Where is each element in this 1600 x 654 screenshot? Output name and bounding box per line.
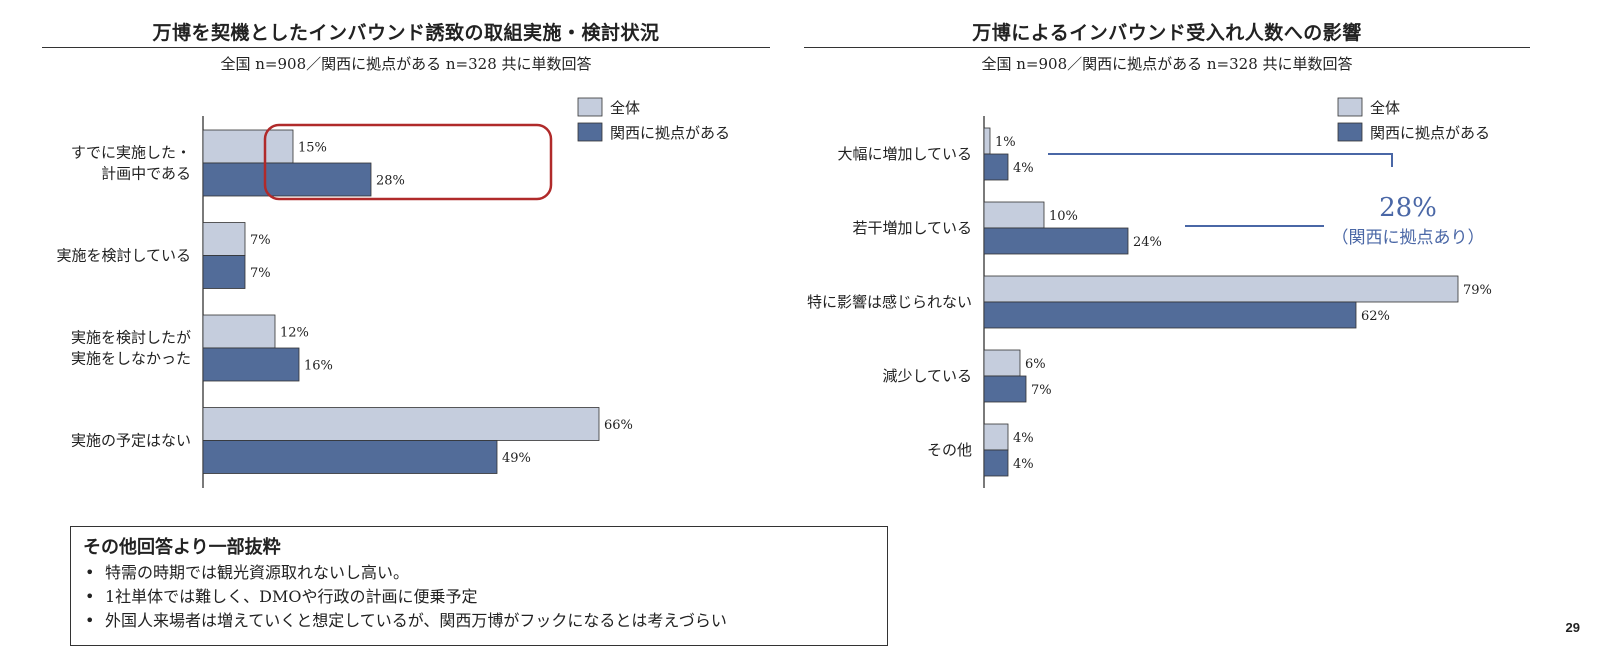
other-answer-item: 外国人来場者は増えていくと想定しているが、関西万博がフックになるとは考えづらい <box>83 609 875 633</box>
legend-label: 関西に拠点がある <box>610 124 730 142</box>
data-label: 4% <box>1013 431 1034 446</box>
bar-kansai <box>983 301 1357 329</box>
legend-swatch-kansai <box>1337 122 1363 142</box>
bar-kansai <box>983 227 1129 255</box>
legend-label: 関西に拠点がある <box>1370 124 1490 142</box>
chart-left-title-rule <box>42 47 770 48</box>
category-label: 実施の予定はない <box>71 432 191 450</box>
chart-right-subtitle: 全国 n=908／関西に拠点がある n=328 共に単数回答 <box>981 55 1353 73</box>
data-label: 66% <box>604 418 633 433</box>
bar-overall <box>202 407 600 441</box>
data-label: 10% <box>1049 209 1078 224</box>
chart-right-title-rule <box>804 47 1530 48</box>
legend-swatch-kansai <box>577 122 603 142</box>
chart-left-plot: すでに実施した・計画中である 15% 28% 実施を検討している 7% 7% 実施を検討した… <box>56 97 730 488</box>
bar-overall <box>202 314 276 349</box>
bar-overall <box>983 349 1021 377</box>
legend-label: 全体 <box>1370 99 1400 117</box>
bar-kansai <box>983 449 1009 477</box>
bar-kansai <box>202 440 498 474</box>
category-label: 実施を検討したが <box>71 329 191 347</box>
bar-kansai <box>983 375 1027 403</box>
data-label: 4% <box>1013 161 1034 176</box>
bar-overall <box>983 423 1009 451</box>
category-label: 大幅に増加している <box>837 145 972 163</box>
page-number: 29 <box>1565 620 1580 635</box>
category-label: 若干増加している <box>852 219 972 237</box>
bar-overall <box>983 275 1459 303</box>
bar-overall <box>202 129 294 164</box>
callout-label: （関西に拠点あり） <box>1332 228 1485 248</box>
legend-swatch-overall <box>1337 97 1363 117</box>
data-label: 28% <box>376 174 405 189</box>
chart-right-plot: 大幅に増加している 1% 4% 若干増加している 10% 24% 特に影響は感じられない 79… <box>807 97 1492 488</box>
data-label: 7% <box>1031 383 1052 398</box>
data-label: 7% <box>250 233 271 248</box>
chart-left-title: 万博を契機としたインバウンド誘致の取組実施・検討状況 <box>152 22 660 44</box>
category-label: 実施をしなかった <box>71 350 191 368</box>
category-label: その他 <box>927 441 972 459</box>
category-label: 計画中である <box>101 165 191 183</box>
data-label: 7% <box>250 266 271 281</box>
other-answers-box: その他回答より一部抜粋 特需の時期では観光資源取れないし高い。 1社単体では難し… <box>70 526 888 646</box>
data-label: 62% <box>1361 309 1390 324</box>
data-label: 24% <box>1133 235 1162 250</box>
category-label: 実施を検討している <box>56 247 191 265</box>
bar-kansai <box>202 162 372 197</box>
other-answers-list: 特需の時期では観光資源取れないし高い。 1社単体では難しく、DMOや行政の計画に… <box>83 561 875 633</box>
category-label: 特に影響は感じられない <box>807 293 972 311</box>
data-label: 16% <box>304 359 333 374</box>
data-label: 6% <box>1025 357 1046 372</box>
other-answers-title: その他回答より一部抜粋 <box>83 537 281 558</box>
data-label: 15% <box>298 141 327 156</box>
data-label: 1% <box>995 135 1016 150</box>
chart-right-title: 万博によるインバウンド受入れ人数への影響 <box>972 22 1362 44</box>
bar-kansai <box>202 347 300 382</box>
bar-kansai <box>202 255 246 289</box>
other-answer-item: 1社単体では難しく、DMOや行政の計画に便乗予定 <box>83 585 875 609</box>
highlight-box <box>263 123 553 201</box>
bar-overall <box>202 222 246 256</box>
legend-swatch-overall <box>577 97 603 117</box>
legend-label: 全体 <box>610 99 640 117</box>
category-label: 減少している <box>882 367 972 385</box>
data-label: 49% <box>502 451 531 466</box>
data-label: 4% <box>1013 457 1034 472</box>
bar-overall <box>983 201 1045 229</box>
chart-right-panel: 万博によるインバウンド受入れ人数への影響 全国 n=908／関西に拠点がある n… <box>800 0 1600 500</box>
other-answer-item: 特需の時期では観光資源取れないし高い。 <box>83 561 875 585</box>
chart-left-subtitle: 全国 n=908／関西に拠点がある n=328 共に単数回答 <box>220 55 592 73</box>
callout-value: 28% <box>1379 193 1437 223</box>
data-label: 79% <box>1463 283 1492 298</box>
data-label: 12% <box>280 326 309 341</box>
chart-left-panel: 万博を契機としたインバウンド誘致の取組実施・検討状況 全国 n=908／関西に拠… <box>0 0 800 500</box>
bar-overall <box>983 127 991 155</box>
bar-kansai <box>983 153 1009 181</box>
category-label: すでに実施した・ <box>71 144 191 162</box>
callout-line-top <box>1048 153 1393 167</box>
